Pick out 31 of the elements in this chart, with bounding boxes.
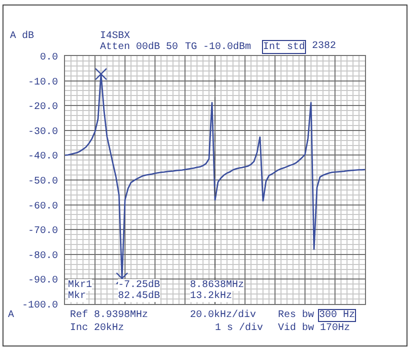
text: Inc 20kHz [70, 322, 124, 334]
y-tick-label: -70.0 [28, 226, 58, 238]
annotation: -7.25dB [118, 279, 160, 291]
text: 300 Hz [319, 310, 356, 321]
y-tick-label: -50.0 [28, 176, 58, 188]
y-tick-label: -10.0 [28, 77, 58, 88]
y-tick-label: -80.0 [28, 250, 58, 262]
annotation: 82.45dB [118, 290, 160, 302]
y-tick-label: -60.0 [28, 201, 58, 212]
text: Vid bw 170Hz [278, 322, 350, 334]
text: 20.0kHz/div [190, 309, 256, 321]
text: Int std [263, 41, 306, 53]
y-tick-label: 0.0 [40, 52, 58, 64]
y-axis-title: A dB [10, 30, 34, 42]
text: 1 s /div [215, 322, 264, 334]
y-tick-label: -100.0 [22, 300, 58, 312]
y-tick-label: -20.0 [28, 102, 58, 114]
annotation: Mkr [68, 290, 86, 302]
text: Res bw [278, 309, 314, 321]
text: A [8, 310, 14, 321]
text: Ref 8.9398MHz [70, 309, 148, 321]
text: 2382 [312, 41, 336, 52]
annotation: 13.2kHz [190, 290, 232, 302]
y-tick-label: -30.0 [28, 126, 58, 138]
text: I4SBX [100, 31, 130, 42]
text: Atten 00dB 50 [100, 41, 178, 53]
text: TG -10.0dBm [185, 41, 252, 53]
annotation: Mkr1 [68, 279, 92, 291]
y-tick-label: -90.0 [28, 276, 58, 287]
annotation: 8.8638MHz [190, 280, 244, 291]
y-tick-label: -40.0 [28, 152, 58, 163]
